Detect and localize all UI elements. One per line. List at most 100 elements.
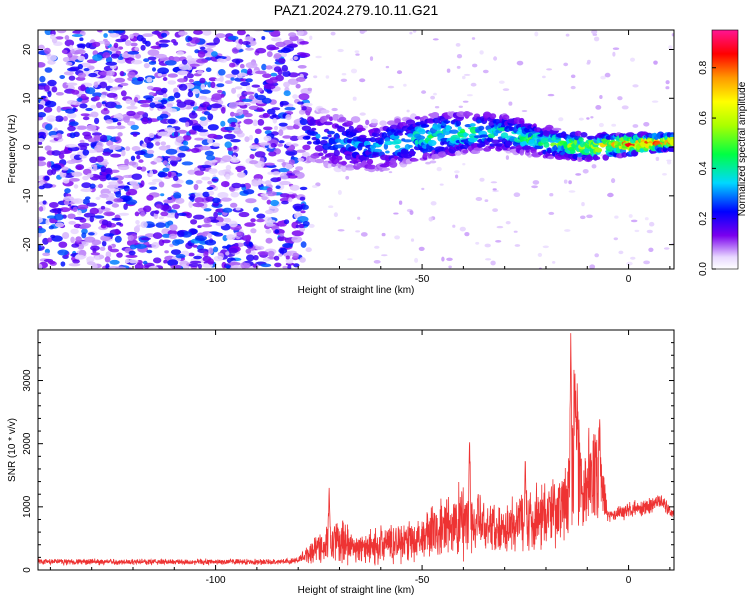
noise-cell [101, 240, 107, 247]
signal-cell [530, 148, 537, 154]
noise-cell [238, 38, 243, 46]
noise-cell [114, 235, 122, 243]
noise-cell [85, 107, 93, 112]
noise-cell [496, 225, 504, 229]
noise-cell [250, 228, 257, 234]
signal-cell [400, 148, 409, 155]
noise-cell [282, 265, 288, 269]
noise-cell [77, 204, 89, 210]
noise-cell [207, 133, 218, 139]
noise-cell [89, 183, 96, 189]
noise-cell [49, 34, 56, 40]
noise-cell [428, 216, 434, 222]
noise-cell [68, 121, 79, 127]
noise-cell [621, 105, 629, 110]
noise-cell [212, 142, 221, 147]
signal-cell [379, 137, 384, 145]
noise-cell [143, 63, 150, 69]
noise-cell [628, 214, 633, 218]
noise-cell [109, 259, 120, 265]
noise-cell [55, 36, 64, 40]
noise-cell [632, 84, 639, 88]
noise-cell [134, 150, 146, 155]
noise-cell [89, 215, 95, 223]
noise-cell [178, 63, 191, 71]
signal-cell [445, 125, 451, 132]
noise-cell [146, 194, 154, 201]
noise-cell [76, 43, 87, 48]
noise-cell [134, 211, 140, 217]
x-tick-label: -50 [415, 274, 430, 285]
noise-cell [403, 83, 407, 87]
noise-cell [177, 129, 188, 134]
signal-cell [308, 122, 317, 126]
noise-cell [136, 166, 142, 170]
noise-cell [667, 160, 672, 165]
noise-cell [262, 257, 271, 262]
noise-cell [240, 183, 246, 188]
noise-cell [578, 117, 584, 121]
noise-cell [181, 59, 188, 65]
noise-cell [182, 135, 192, 141]
noise-cell [186, 73, 194, 79]
noise-cell [254, 70, 267, 75]
noise-cell [81, 232, 87, 239]
noise-cell [293, 56, 299, 61]
noise-cell [95, 155, 104, 163]
noise-cell [299, 41, 309, 45]
signal-cell [348, 146, 357, 151]
noise-cell [74, 49, 86, 55]
noise-cell [48, 225, 55, 230]
noise-cell [72, 206, 78, 212]
noise-cell [134, 263, 144, 269]
noise-cell [475, 241, 480, 245]
x-tick-label: -100 [206, 575, 226, 586]
noise-cell [286, 194, 296, 200]
noise-cell [439, 183, 444, 186]
noise-cell [94, 95, 100, 101]
noise-cell [85, 42, 91, 49]
noise-cell [188, 196, 195, 200]
noise-cell [88, 72, 98, 78]
noise-cell [546, 68, 553, 71]
noise-cell [220, 120, 226, 127]
noise-cell [297, 101, 304, 105]
noise-cell [51, 86, 58, 93]
noise-cell [103, 233, 115, 237]
signal-cell [500, 132, 509, 139]
noise-cell [66, 100, 77, 105]
noise-cell [212, 197, 221, 204]
noise-cell [273, 125, 279, 131]
noise-cell [215, 221, 226, 227]
noise-cell [53, 213, 64, 221]
noise-cell [265, 78, 278, 84]
noise-cell [456, 54, 463, 59]
noise-cell [274, 262, 282, 268]
noise-cell [393, 212, 399, 215]
noise-cell [618, 250, 624, 255]
noise-cell [155, 53, 167, 59]
noise-cell [345, 175, 350, 180]
y-tick-label: 0 [22, 144, 33, 150]
noise-cell [548, 211, 555, 215]
noise-cell [272, 117, 277, 124]
noise-cell [144, 136, 152, 144]
noise-cell [568, 180, 572, 185]
noise-cell [272, 171, 281, 176]
signal-cell [497, 138, 503, 143]
noise-cell [67, 213, 76, 219]
noise-cell [157, 171, 168, 178]
signal-cell [334, 114, 339, 118]
noise-cell [261, 36, 266, 40]
noise-cell [463, 73, 471, 76]
noise-cell [277, 68, 283, 76]
noise-cell [69, 178, 80, 182]
noise-cell [202, 191, 210, 198]
noise-cell [265, 209, 274, 215]
noise-cell [568, 190, 576, 193]
noise-cell [197, 51, 206, 58]
signal-cell [345, 153, 352, 160]
noise-cell [207, 113, 214, 121]
noise-cell [283, 90, 291, 97]
